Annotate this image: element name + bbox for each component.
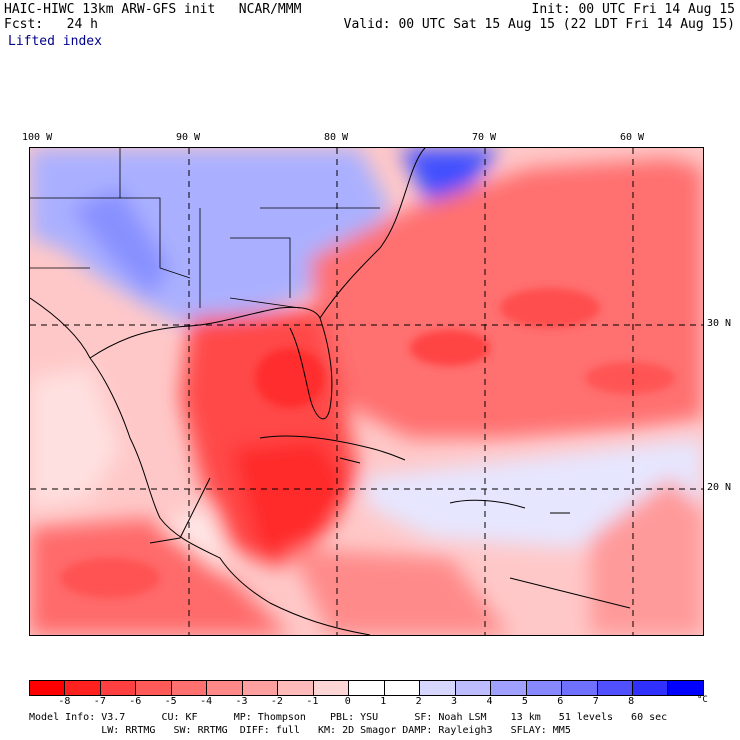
coastline-cuba: [259, 435, 406, 461]
lat-label-20n: 20 N: [707, 482, 732, 493]
unstable-region-southeast: [590, 478, 703, 635]
coastline-hispaniola: [449, 499, 526, 509]
colorbar-swatch-12: [454, 681, 491, 695]
coastlines: [30, 148, 631, 635]
colorbar-tick: 0: [344, 696, 351, 707]
border-1: [30, 197, 191, 279]
coastline-south-america: [509, 577, 631, 609]
colorbar-tick: -4: [200, 696, 213, 707]
colorbar-swatch-5: [206, 681, 242, 695]
coastline-gulf-north: [89, 306, 321, 359]
colorbar-swatch-1: [64, 681, 100, 695]
colorbar-tick: -8: [58, 696, 71, 707]
field-name: Lifted index: [8, 34, 102, 49]
valid-time: Valid: 00 UTC Sat 15 Aug 15 (22 LDT Fri …: [343, 17, 735, 32]
colorbar-swatch-9: [348, 681, 384, 695]
model-info-line-1: Model Info: V3.7 CU: KF MP: Thompson PBL…: [29, 712, 668, 723]
unstable-region-south: [290, 548, 510, 635]
unstable-core-caribbean: [230, 438, 350, 558]
colorbar-swatch-18: [667, 681, 703, 695]
border-6: [229, 297, 301, 309]
coastline-yucatan: [149, 477, 211, 544]
cell-3: [585, 362, 675, 394]
unstable-region-pacific: [30, 518, 290, 635]
colorbar-swatch-3: [135, 681, 171, 695]
model-info-line-2: LW: RRTMG SW: RRTMG DIFF: full KM: 2D Sm…: [29, 725, 571, 736]
colorbar-swatch-14: [525, 681, 562, 695]
colorbar-swatch-6: [241, 681, 278, 695]
colorbar-swatch-4: [170, 681, 207, 695]
colorbar-tick: 8: [628, 696, 635, 707]
colorbar-swatch-11: [419, 681, 455, 695]
colorbar-tick: 1: [380, 696, 387, 707]
colorbar-swatch-16: [596, 681, 632, 695]
lon-label-100w: 100 W: [22, 132, 53, 143]
colorbar-tick: -7: [93, 696, 106, 707]
colorbar-swatch-15: [561, 681, 597, 695]
cell-5: [60, 558, 160, 598]
stable-region-plains: [70, 188, 170, 298]
colorbar-tick: 7: [592, 696, 599, 707]
colorbar-swatch-10: [383, 681, 420, 695]
lifted-index-map: [29, 147, 704, 636]
init-time: Init: 00 UTC Fri 14 Aug 15: [531, 2, 736, 17]
colorbar-tick: -6: [129, 696, 142, 707]
colorbar-tick: -1: [306, 696, 319, 707]
colorbar-swatch-2: [99, 681, 136, 695]
colorbar: [29, 680, 704, 696]
forecast-hour: Fcst: 24 h: [4, 17, 98, 32]
colorbar-unit: °C: [697, 695, 708, 705]
coastline-jamaica: [339, 457, 361, 464]
weak-region-mexico: [30, 368, 120, 508]
coastline-florida: [289, 317, 333, 420]
colorbar-tick: 3: [451, 696, 458, 707]
colorbar-tick: 4: [486, 696, 493, 707]
colorbar-tick: -3: [235, 696, 248, 707]
colorbar-swatch-17: [631, 681, 668, 695]
lon-label-90w: 90 W: [176, 132, 201, 143]
mesoscale-cells: [60, 288, 675, 598]
map-canvas: [30, 148, 703, 635]
lat-label-30n: 30 N: [707, 318, 732, 329]
lat-lon-grid: [30, 148, 703, 635]
state-borders: [30, 148, 380, 309]
colorbar-tick: -2: [270, 696, 283, 707]
lon-label-70w: 70 W: [472, 132, 497, 143]
cell-4: [255, 348, 325, 408]
colorbar-swatch-8: [312, 681, 349, 695]
colorbar-tick: -5: [164, 696, 177, 707]
border-4: [230, 237, 291, 298]
model-title: HAIC-HIWC 13km ARW-GFS init NCAR/MMM: [4, 2, 302, 17]
cell-1: [410, 330, 490, 366]
lon-label-80w: 80 W: [324, 132, 349, 143]
colorbar-tick: 6: [557, 696, 564, 707]
cell-2: [500, 288, 600, 328]
lon-label-60w: 60 W: [620, 132, 645, 143]
colorbar-swatch-0: [30, 681, 65, 695]
colorbar-swatch-13: [490, 681, 526, 695]
colorbar-tick: 2: [415, 696, 422, 707]
colorbar-swatch-7: [277, 681, 313, 695]
stable-region-northeast: [400, 148, 500, 208]
coastline-east: [319, 148, 426, 319]
colorbar-tick: 5: [521, 696, 528, 707]
